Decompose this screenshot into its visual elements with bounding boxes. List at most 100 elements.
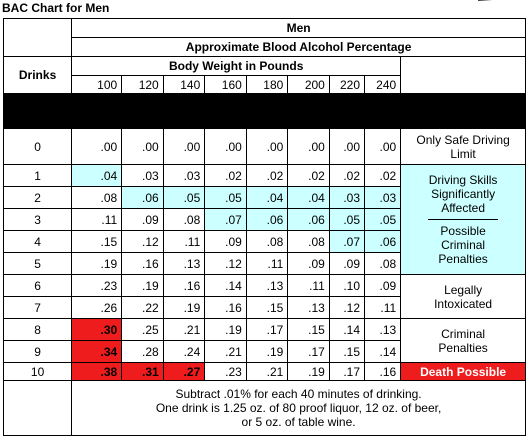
bac-cell: .08 (363, 252, 402, 275)
bac-cell: .08 (71, 186, 123, 209)
bac-cell: .08 (245, 230, 289, 253)
category-impaired-group: Driving Skills Significantly Affected Po… (400, 164, 526, 275)
bac-cell: .00 (71, 128, 123, 165)
table-row: 2 .08 .06 .05 .05 .04 .04 .03 .03 (2, 186, 526, 209)
bac-cell: .26 (71, 296, 123, 319)
table-row: 0 .00 .00 .00 .00 .00 .00 .00 .00 Only S… (2, 128, 526, 165)
bac-cell: .07 (204, 208, 247, 231)
weight-140: 140 (162, 75, 206, 94)
header-row-men: Men (2, 18, 526, 57)
bac-cell: .13 (363, 318, 402, 341)
drinks-cell: 4 (2, 230, 73, 253)
drinks-cell: 7 (2, 296, 73, 319)
weight-row: 100 120 140 160 180 200 220 240 (4, 75, 526, 94)
bac-cell: .06 (121, 186, 164, 209)
bac-cell: .05 (363, 208, 402, 231)
bac-cell: .05 (328, 208, 366, 231)
footer-blank (2, 380, 73, 436)
bac-cell: .17 (287, 340, 330, 363)
table-row: 1 .04 .03 .03 .02 .02 .02 .02 .02 Drivin… (2, 164, 526, 275)
bac-cell: .11 (287, 274, 330, 297)
bac-cell: .07 (328, 230, 366, 253)
drinks-cell: 0 (2, 128, 73, 165)
bac-cell: .14 (363, 340, 402, 363)
bac-cell: .02 (287, 164, 330, 187)
bac-cell: .16 (121, 252, 164, 275)
category-divider (428, 219, 499, 220)
bac-cell: .14 (328, 318, 366, 341)
black-cell (363, 93, 402, 129)
bac-cell: .02 (245, 164, 289, 187)
bac-cell: .03 (121, 164, 164, 187)
bac-cell: .21 (162, 318, 206, 341)
bac-cell: .16 (363, 362, 402, 381)
bac-cell: .09 (121, 208, 164, 231)
drinks-cell: 5 (2, 252, 73, 275)
bac-cell: .00 (162, 128, 206, 165)
bac-cell: .15 (328, 340, 366, 363)
bac-cell: .03 (162, 164, 206, 187)
bac-cell: .28 (121, 340, 164, 363)
bac-cell: .38 (71, 362, 123, 381)
bac-cell: .04 (245, 186, 289, 209)
bac-cell: .00 (328, 128, 366, 165)
bac-cell: .15 (245, 296, 289, 319)
category-criminal: Criminal Penalties (400, 318, 526, 363)
bac-cell: .05 (162, 186, 206, 209)
drinks-cell: 10 (2, 362, 73, 381)
bac-cell: .00 (121, 128, 164, 165)
bac-cell: .14 (204, 274, 247, 297)
corner-cell (2, 18, 73, 57)
weight-120: 120 (121, 75, 164, 94)
category-criminal-label: Criminal Penalties (438, 326, 488, 355)
bac-cell: .03 (328, 186, 366, 209)
footer-row: Subtract .01% for each 40 minutes of dri… (2, 380, 526, 436)
header-men: Men (71, 18, 526, 38)
black-cell (400, 93, 526, 129)
weight-220: 220 (328, 75, 366, 94)
bac-cell: .19 (204, 318, 247, 341)
weight-100: 100 (71, 75, 123, 94)
weight-240: 240 (363, 75, 402, 94)
bac-cell: .13 (162, 252, 206, 275)
bac-cell: .21 (204, 340, 247, 363)
bac-cell: .08 (162, 208, 206, 231)
header-weight: Body Weight in Pounds (71, 56, 402, 76)
black-cell (71, 93, 123, 129)
bac-cell: .06 (287, 208, 330, 231)
bac-cell: .02 (204, 164, 247, 187)
bac-cell: .00 (245, 128, 289, 165)
bac-cell: .00 (363, 128, 402, 165)
bac-cell: .08 (287, 230, 330, 253)
bac-cell: .05 (204, 186, 247, 209)
black-cell (204, 93, 247, 129)
table-row: 6 .23 .19 .16 .14 .13 .11 .10 .09 Legall… (2, 274, 526, 319)
bac-cell: .31 (121, 362, 164, 381)
category-safe: Only Safe Driving Limit (400, 128, 526, 165)
bac-table: Men Approximate Blood Alcohol Percentage… (2, 18, 526, 436)
bac-cell: .00 (204, 128, 247, 165)
bac-cell: .11 (245, 252, 289, 275)
bac-cell: .10 (328, 274, 366, 297)
bac-cell: .06 (245, 208, 289, 231)
bac-cell: .03 (363, 186, 402, 209)
black-cell (287, 93, 330, 129)
drinks-cell: 8 (2, 318, 73, 341)
weight-160: 160 (204, 75, 247, 94)
header-approx: Approximate Blood Alcohol Percentage (71, 37, 526, 57)
bac-cell: .24 (162, 340, 206, 363)
header-drinks: Drinks (2, 56, 73, 94)
chart-title: BAC Chart for Men (2, 1, 110, 15)
bac-cell: .15 (287, 318, 330, 341)
bac-cell: .04 (71, 164, 123, 187)
bac-cell: .13 (287, 296, 330, 319)
bac-cell: .09 (328, 252, 366, 275)
bac-cell: .25 (121, 318, 164, 341)
bac-cell: .19 (287, 362, 330, 381)
corner-line (478, 0, 528, 1)
drinks-cell: 1 (2, 164, 73, 187)
bac-cell: .16 (204, 296, 247, 319)
bac-cell: .16 (162, 274, 206, 297)
bac-cell: .06 (363, 230, 402, 253)
black-cell (328, 93, 366, 129)
